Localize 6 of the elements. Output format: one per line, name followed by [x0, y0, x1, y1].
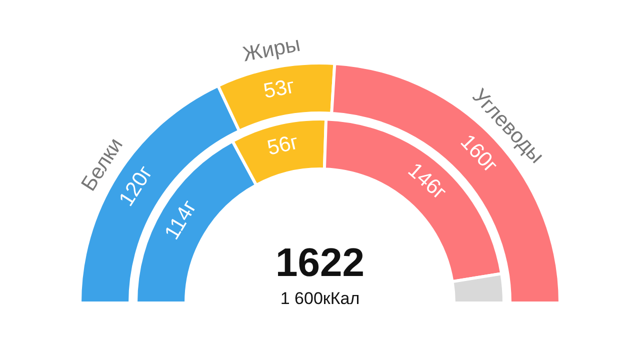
slice-label: Жиры: [241, 32, 302, 66]
data-label: 56г: [265, 130, 301, 160]
data-label: 146г: [403, 158, 451, 204]
text: 1 600кКал: [280, 289, 360, 308]
data-label: 53г: [262, 74, 297, 104]
text: 1622: [276, 241, 364, 285]
